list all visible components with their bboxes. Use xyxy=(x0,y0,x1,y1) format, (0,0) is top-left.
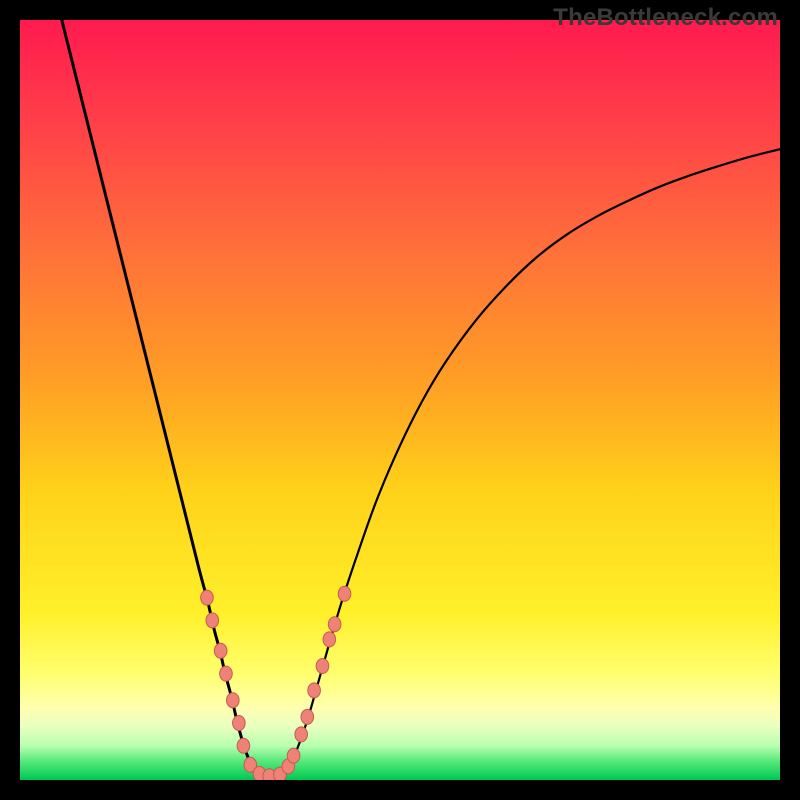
watermark-text: TheBottleneck.com xyxy=(553,4,778,32)
data-marker xyxy=(338,586,351,601)
data-marker xyxy=(323,632,336,647)
data-marker xyxy=(206,613,219,628)
data-marker xyxy=(227,693,240,708)
data-marker xyxy=(220,666,233,681)
plot-svg xyxy=(20,20,780,780)
data-marker xyxy=(301,709,314,724)
data-marker xyxy=(201,590,214,605)
data-marker xyxy=(287,748,300,763)
data-marker xyxy=(316,659,329,674)
chart-container: TheBottleneck.com xyxy=(0,0,800,800)
data-marker xyxy=(308,683,321,698)
plot-area xyxy=(20,20,780,780)
data-marker xyxy=(233,716,246,731)
data-marker xyxy=(237,738,250,753)
data-marker xyxy=(214,643,227,658)
data-marker xyxy=(295,727,308,742)
gradient-background xyxy=(20,20,780,780)
data-marker xyxy=(328,617,341,632)
